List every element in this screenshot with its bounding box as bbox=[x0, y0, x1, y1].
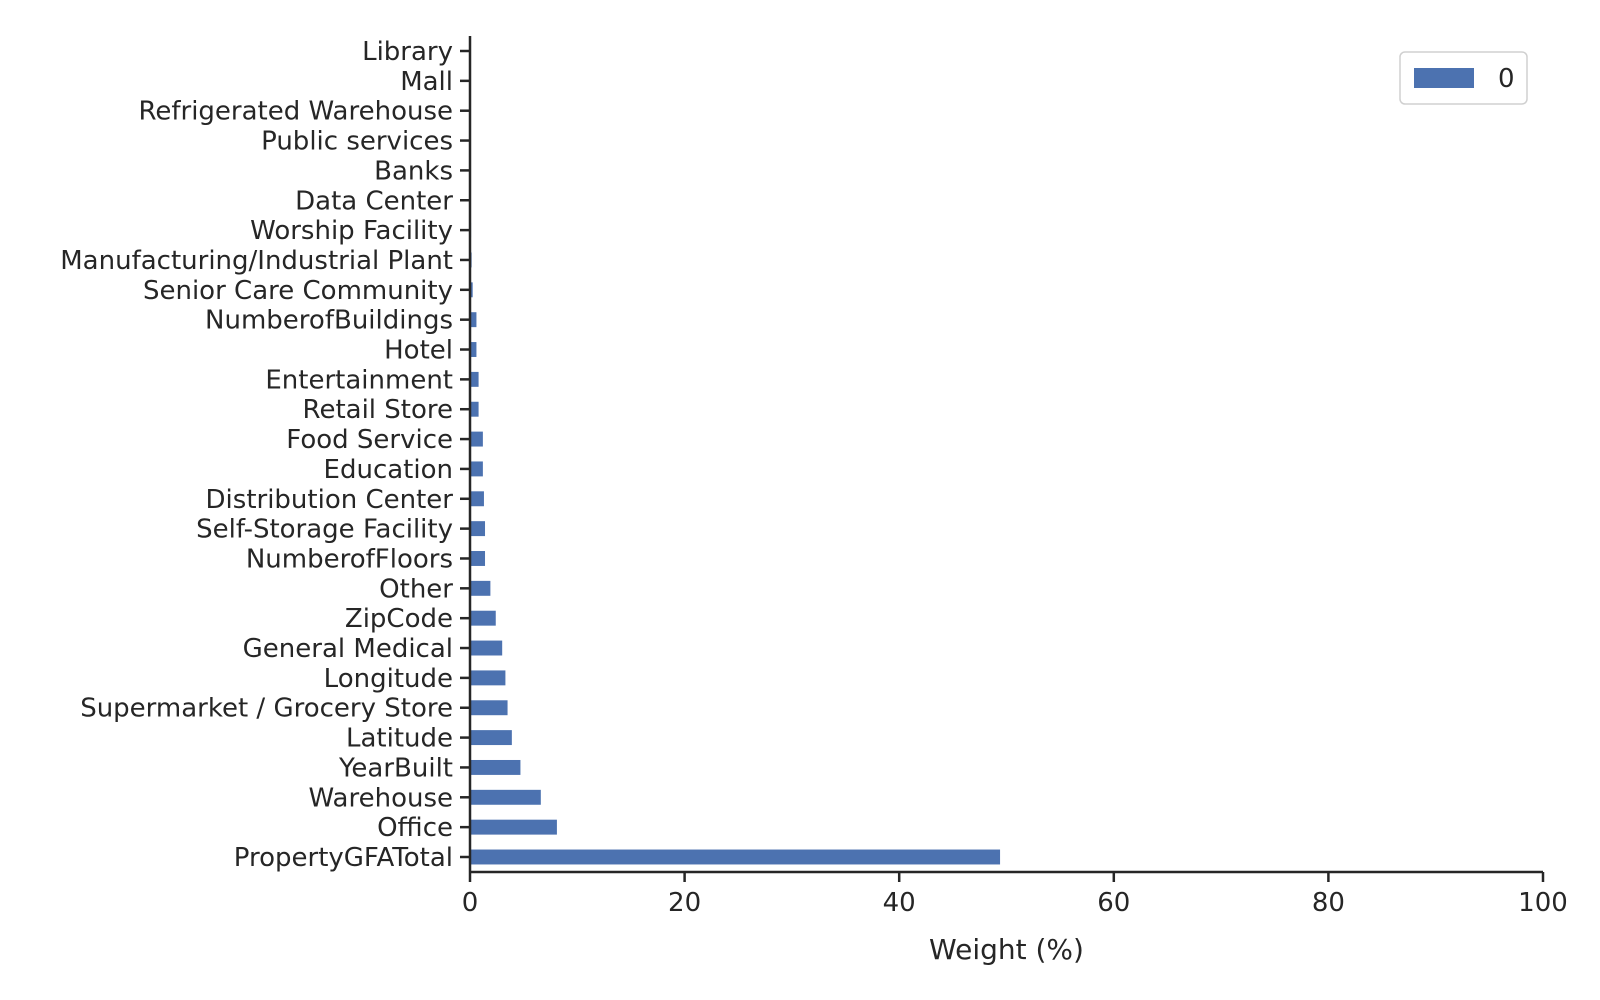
x-tick-label: 60 bbox=[1097, 888, 1130, 918]
bar bbox=[470, 461, 483, 477]
x-axis-title: Weight (%) bbox=[929, 933, 1084, 966]
y-tick-label: Warehouse bbox=[309, 783, 454, 813]
y-tick-label: Data Center bbox=[295, 186, 453, 216]
bar bbox=[470, 640, 503, 656]
y-axis-ticks: PropertyGFATotalOfficeWarehouseYearBuilt… bbox=[60, 37, 470, 873]
bar bbox=[470, 521, 486, 537]
y-tick-label: Public services bbox=[261, 127, 453, 157]
y-tick-label: Supermarket / Grocery Store bbox=[80, 694, 453, 724]
y-tick-label: Office bbox=[377, 813, 453, 843]
legend-label: 0 bbox=[1498, 64, 1515, 94]
x-tick-label: 80 bbox=[1312, 888, 1345, 918]
y-tick-label: YearBuilt bbox=[338, 753, 453, 783]
bar bbox=[470, 789, 541, 805]
bar bbox=[470, 312, 477, 328]
bar bbox=[470, 580, 491, 596]
bars-layer bbox=[470, 43, 1001, 865]
y-tick-label: ZipCode bbox=[345, 604, 453, 634]
y-tick-label: PropertyGFATotal bbox=[234, 843, 453, 873]
y-tick-label: Other bbox=[379, 574, 453, 604]
y-tick-label: Education bbox=[324, 455, 453, 485]
y-tick-label: Worship Facility bbox=[250, 216, 453, 246]
bar bbox=[470, 431, 483, 447]
bar bbox=[470, 610, 496, 626]
y-tick-label: NumberofBuildings bbox=[205, 306, 453, 336]
y-tick-label: General Medical bbox=[243, 634, 453, 664]
x-tick-label: 40 bbox=[883, 888, 916, 918]
legend-swatch bbox=[1414, 68, 1474, 88]
y-tick-label: Self-Storage Facility bbox=[196, 515, 453, 545]
y-tick-label: Senior Care Community bbox=[143, 276, 453, 306]
x-tick-label: 100 bbox=[1518, 888, 1568, 918]
y-tick-label: Manufacturing/Industrial Plant bbox=[60, 246, 453, 276]
y-tick-label: NumberofFloors bbox=[246, 544, 453, 574]
bar bbox=[470, 730, 512, 746]
bar bbox=[470, 342, 477, 357]
bar bbox=[470, 401, 479, 417]
y-tick-label: Library bbox=[362, 37, 453, 67]
y-tick-label: Distribution Center bbox=[206, 485, 454, 515]
x-tick-label: 20 bbox=[668, 888, 701, 918]
y-tick-label: Refrigerated Warehouse bbox=[138, 97, 453, 127]
bar bbox=[470, 371, 479, 387]
y-tick-label: Latitude bbox=[346, 724, 453, 754]
x-axis-ticks: 0 20 40 60 80 100 bbox=[462, 872, 1568, 918]
y-tick-label: Food Service bbox=[286, 425, 453, 455]
bar bbox=[470, 700, 508, 716]
bar bbox=[470, 759, 521, 775]
y-tick-label: Mall bbox=[400, 67, 453, 97]
y-tick-label: Entertainment bbox=[265, 365, 453, 395]
x-tick-label: 0 bbox=[462, 888, 479, 918]
bar bbox=[470, 551, 486, 566]
y-tick-label: Retail Store bbox=[303, 395, 453, 425]
bar bbox=[470, 819, 557, 835]
bar bbox=[470, 282, 473, 298]
bar bbox=[470, 670, 506, 686]
legend: 0 bbox=[1399, 51, 1528, 105]
bar bbox=[470, 849, 1001, 865]
bar bbox=[470, 491, 484, 507]
y-tick-label: Banks bbox=[374, 156, 453, 186]
y-tick-label: Hotel bbox=[384, 336, 453, 366]
y-tick-label: Longitude bbox=[324, 664, 453, 694]
